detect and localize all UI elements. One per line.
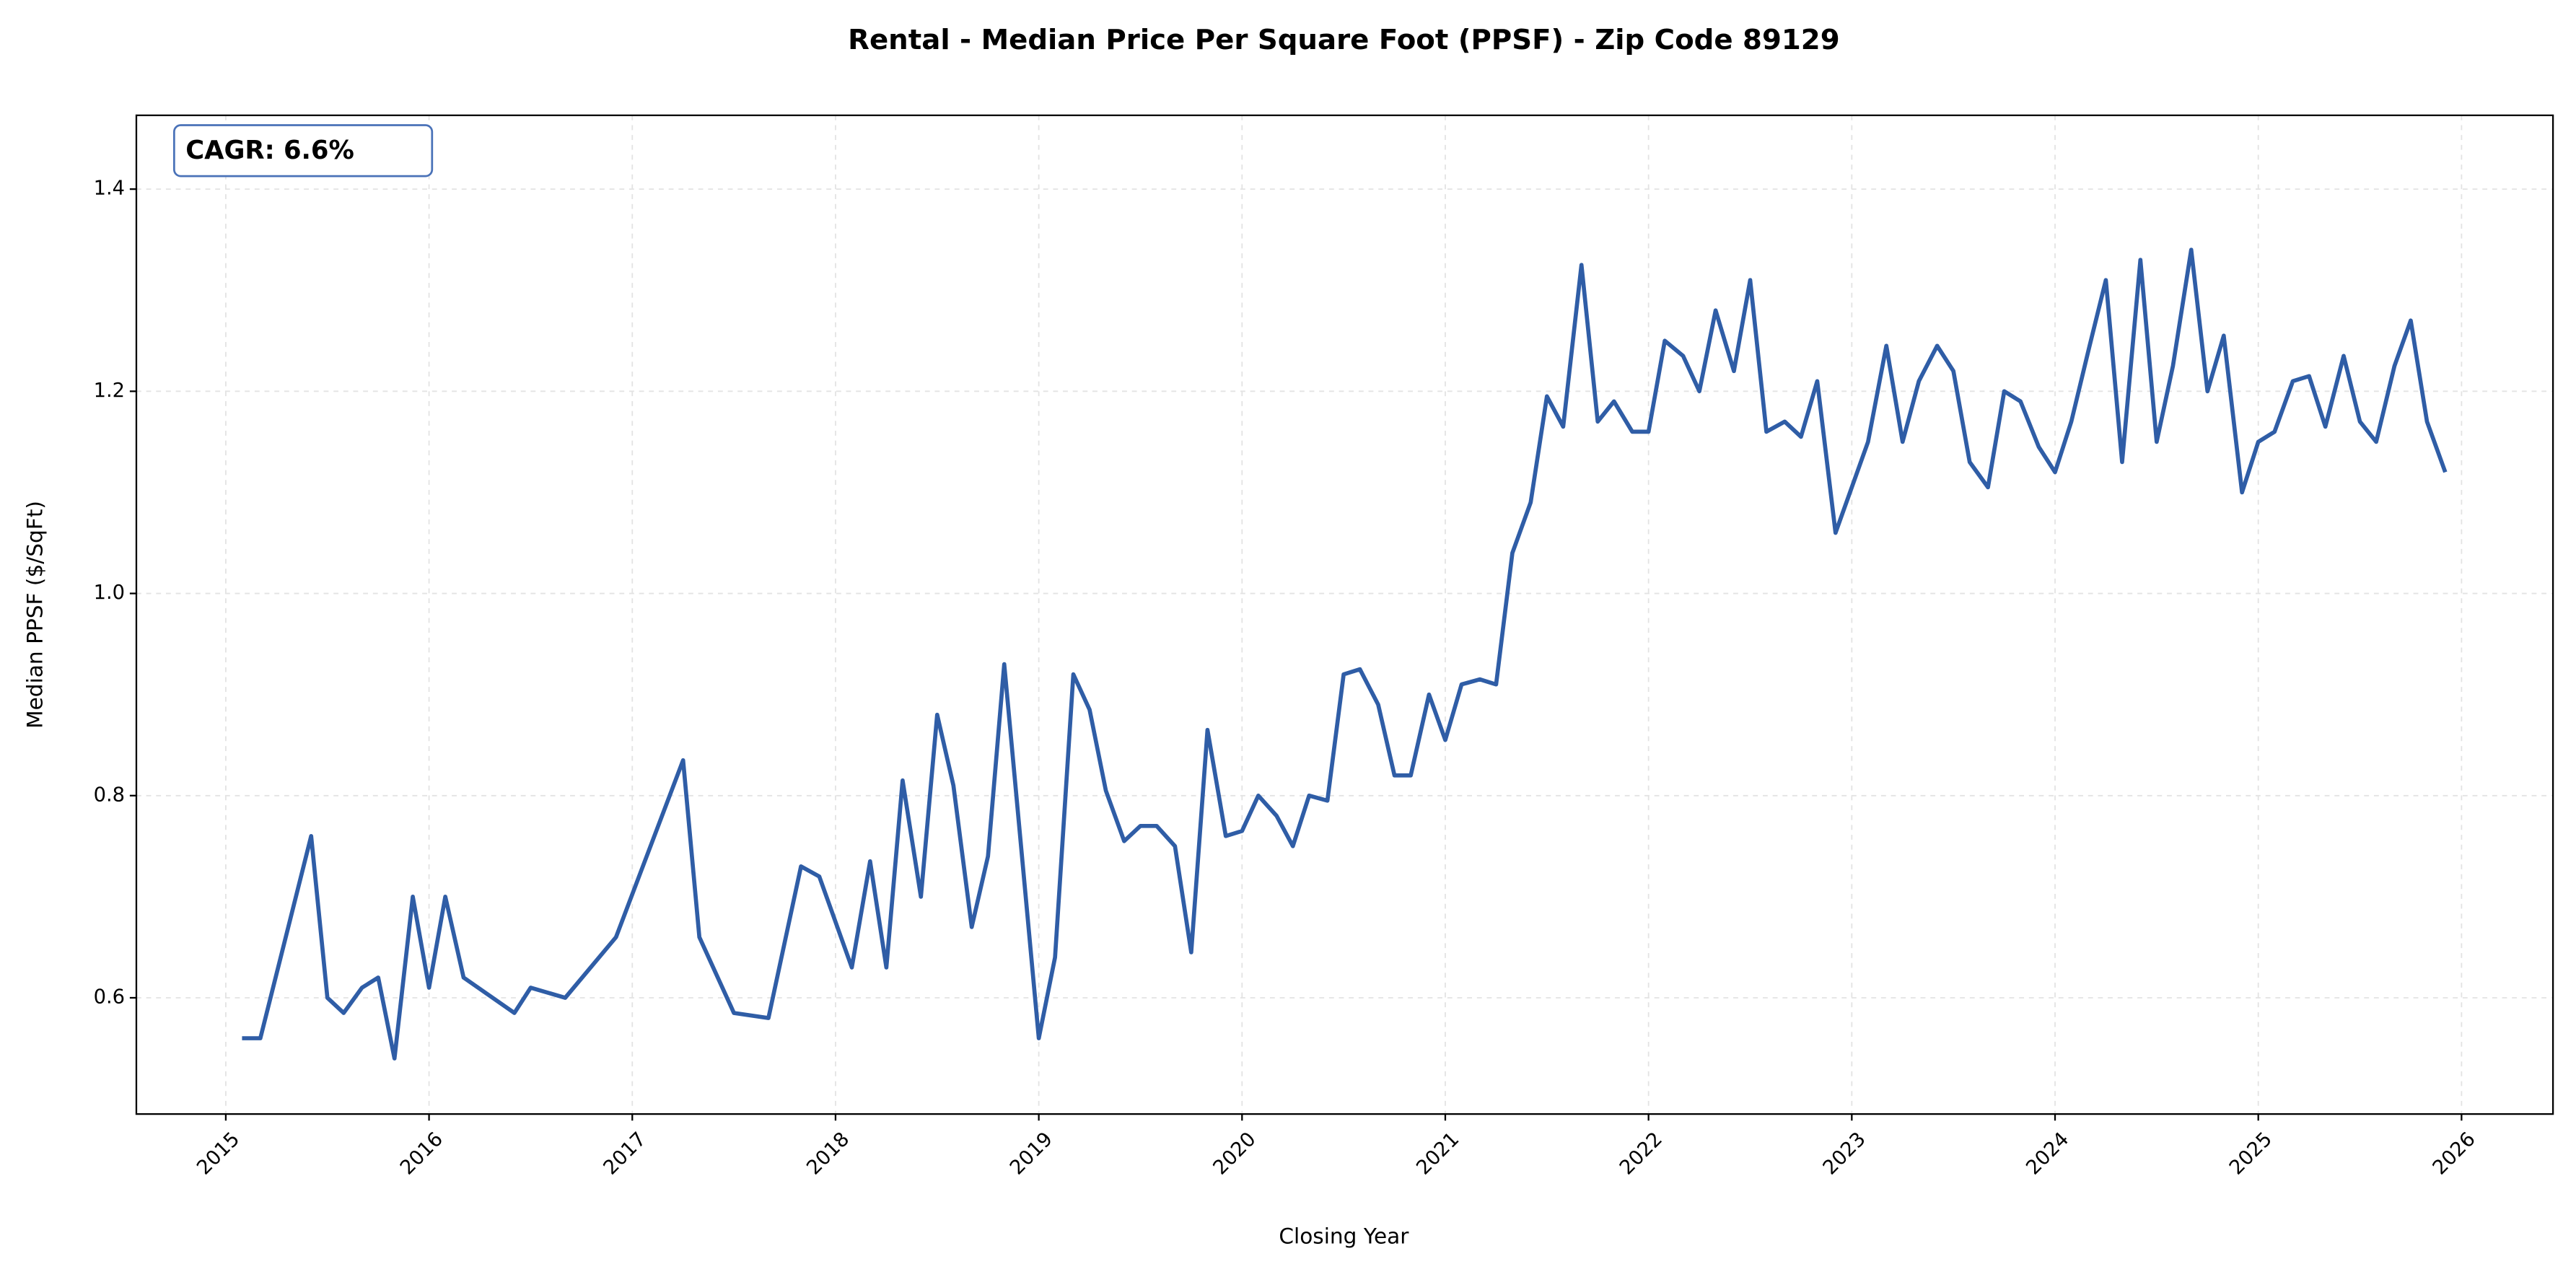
- plot: [242, 247, 2448, 1061]
- y-tick-label: 1.0: [94, 582, 125, 604]
- y-tick-label: 1.4: [94, 177, 125, 200]
- plot-frame: [135, 114, 2554, 1115]
- annotation-box: [172, 124, 434, 177]
- x-axis-label: Closing Year: [1279, 1224, 1409, 1248]
- y-tick-label: 1.2: [94, 379, 125, 402]
- y-axis-label: Median PPSF ($/SqFt): [23, 501, 48, 729]
- y-tick-label: 0.6: [94, 986, 125, 1009]
- annotation: CAGR: 6.6%: [185, 136, 354, 165]
- chart-title: Rental - Median Price Per Square Foot (P…: [848, 24, 1839, 56]
- y-tick-label: 0.8: [94, 784, 125, 806]
- data-line: [242, 247, 2448, 1061]
